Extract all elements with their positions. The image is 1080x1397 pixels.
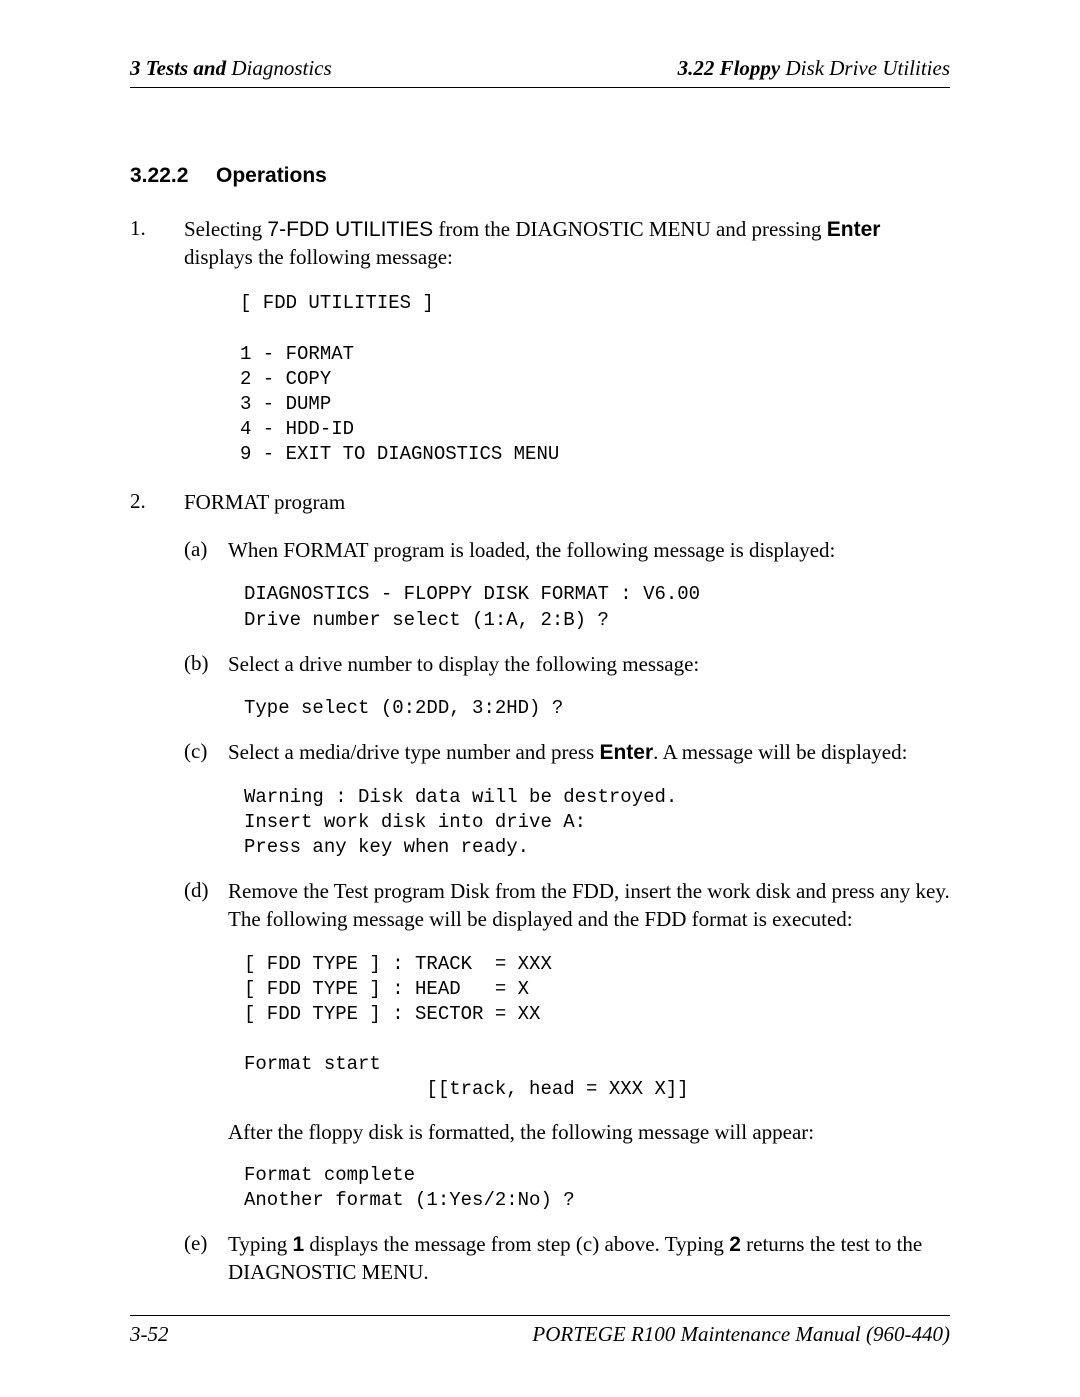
sub-number: (d) bbox=[184, 878, 222, 903]
text-pre: Select a media/drive type number and pre… bbox=[228, 740, 599, 764]
text-post: . A message will be displayed: bbox=[653, 740, 907, 764]
code-block: Type select (0:2DD, 3:2HD) ? bbox=[244, 696, 950, 721]
text-bold1: 1 bbox=[292, 1233, 304, 1256]
code-block: DIAGNOSTICS - FLOPPY DISK FORMAT : V6.00… bbox=[244, 582, 950, 632]
sub-body: When FORMAT program is loaded, the follo… bbox=[228, 537, 950, 565]
sub-number: (a) bbox=[184, 537, 222, 562]
text-mid: displays the message from step (c) above… bbox=[304, 1232, 729, 1256]
header-right-bold: 3.22 Floppy bbox=[678, 56, 781, 80]
sub-number: (c) bbox=[184, 739, 222, 764]
text-sans: 7-FDD UTILITIES bbox=[267, 218, 433, 241]
sub-body: Typing 1 displays the message from step … bbox=[228, 1231, 950, 1286]
sub-list: (a) When FORMAT program is loaded, the f… bbox=[184, 537, 950, 1287]
sub-text: Select a drive number to display the fol… bbox=[228, 652, 699, 676]
item-text: FORMAT program bbox=[184, 490, 345, 514]
page-footer: 3-52 PORTEGE R100 Maintenance Manual (96… bbox=[130, 1315, 950, 1347]
sub-text: When FORMAT program is loaded, the follo… bbox=[228, 538, 835, 562]
text-pre: Selecting bbox=[184, 217, 267, 241]
footer-left: 3-52 bbox=[130, 1322, 169, 1347]
item-number: 1. bbox=[130, 216, 164, 241]
text-bold2: 2 bbox=[729, 1233, 741, 1256]
code-block: Format complete Another format (1:Yes/2:… bbox=[244, 1163, 950, 1213]
sub-item-a: (a) When FORMAT program is loaded, the f… bbox=[184, 537, 950, 633]
sub-item-c: (c) Select a media/drive type number and… bbox=[184, 739, 950, 860]
text-pre: Typing bbox=[228, 1232, 292, 1256]
after-text: After the floppy disk is formatted, the … bbox=[228, 1120, 950, 1145]
section-title: Operations bbox=[216, 164, 327, 187]
main-list: 1. Selecting 7-FDD UTILITIES from the DI… bbox=[130, 216, 950, 1287]
header-left-rest: Diagnostics bbox=[226, 56, 332, 80]
text-mid: from the DIAGNOSTIC MENU and pressing bbox=[433, 217, 827, 241]
sub-item-e: (e) Typing 1 displays the message from s… bbox=[184, 1231, 950, 1286]
sub-body: Remove the Test program Disk from the FD… bbox=[228, 878, 950, 933]
item-number: 2. bbox=[130, 489, 164, 514]
code-block: [ FDD UTILITIES ] 1 - FORMAT 2 - COPY 3 … bbox=[240, 291, 950, 467]
sub-body: Select a drive number to display the fol… bbox=[228, 651, 950, 679]
text-post: displays the following message: bbox=[184, 245, 453, 269]
text-bold: Enter bbox=[827, 218, 881, 241]
sub-number: (b) bbox=[184, 651, 222, 676]
list-item-1: 1. Selecting 7-FDD UTILITIES from the DI… bbox=[130, 216, 950, 467]
text-bold: Enter bbox=[599, 741, 653, 764]
header-left: 3 Tests and Diagnostics bbox=[130, 56, 332, 81]
footer-right: PORTEGE R100 Maintenance Manual (960-440… bbox=[532, 1322, 950, 1347]
sub-number: (e) bbox=[184, 1231, 222, 1256]
item-body: Selecting 7-FDD UTILITIES from the DIAGN… bbox=[184, 216, 950, 271]
section-number: 3.22.2 bbox=[130, 164, 216, 188]
header-left-bold: 3 Tests and bbox=[130, 56, 226, 80]
sub-body: Select a media/drive type number and pre… bbox=[228, 739, 950, 767]
sub-item-d: (d) Remove the Test program Disk from th… bbox=[184, 878, 950, 1213]
item-body: FORMAT program bbox=[184, 489, 950, 517]
code-block: Warning : Disk data will be destroyed. I… bbox=[244, 785, 950, 860]
page-header: 3 Tests and Diagnostics 3.22 Floppy Disk… bbox=[130, 56, 950, 88]
list-item-2: 2. FORMAT program (a) When FORMAT progra… bbox=[130, 489, 950, 1287]
sub-text: Remove the Test program Disk from the FD… bbox=[228, 879, 950, 931]
header-right-rest: Disk Drive Utilities bbox=[780, 56, 950, 80]
code-block: [ FDD TYPE ] : TRACK = XXX [ FDD TYPE ] … bbox=[244, 952, 950, 1102]
sub-item-b: (b) Select a drive number to display the… bbox=[184, 651, 950, 722]
section-heading: 3.22.2Operations bbox=[130, 164, 950, 188]
header-right: 3.22 Floppy Disk Drive Utilities bbox=[678, 56, 950, 81]
